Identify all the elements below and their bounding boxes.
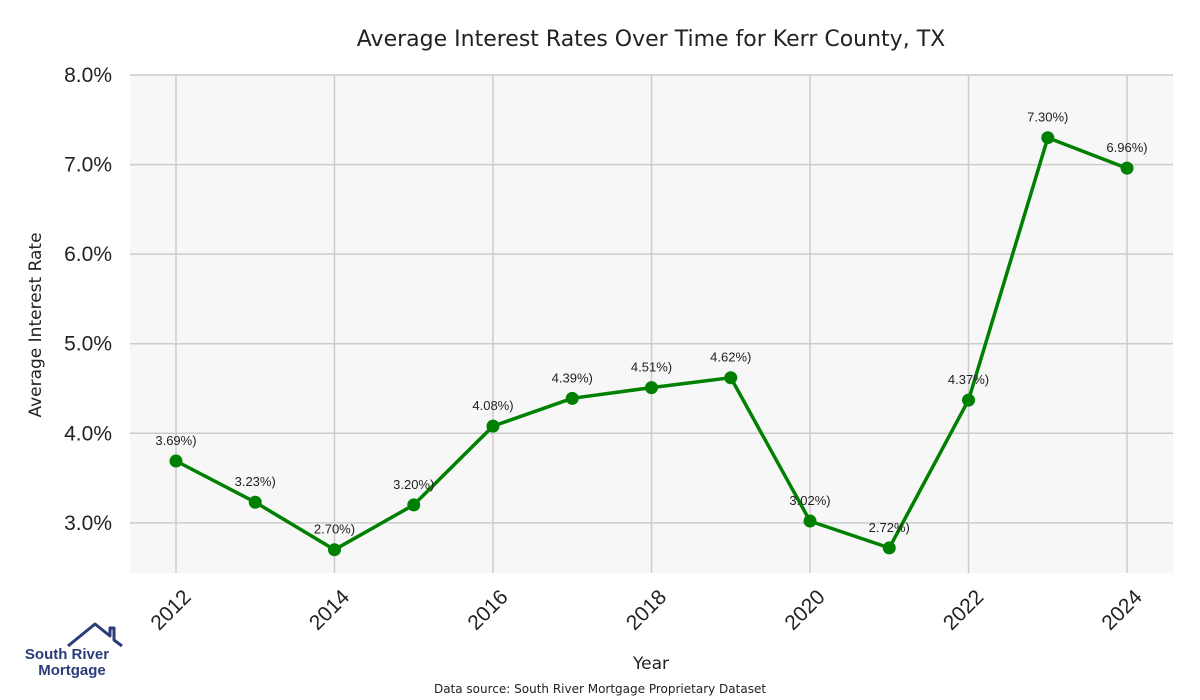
data-point	[882, 541, 896, 555]
brand-logo: South River Mortgage	[25, 622, 123, 679]
data-point	[962, 393, 976, 407]
data-point	[645, 381, 658, 395]
x-tick-label: 2020	[780, 585, 829, 634]
x-axis-title: Year	[632, 654, 669, 674]
data-label: 4.39%)	[552, 370, 593, 385]
y-tick-label: 6.0%	[64, 243, 112, 266]
data-label: 3.23%)	[235, 474, 276, 489]
x-tick-label: 2014	[305, 585, 355, 635]
y-tick-label: 7.0%	[64, 154, 112, 177]
data-source-note: Data source: South River Mortgage Propri…	[434, 682, 766, 696]
y-axis-ticks: 3.0% 4.0% 5.0% 6.0% 7.0% 8.0%	[64, 64, 112, 535]
data-point	[407, 498, 421, 512]
data-point	[1041, 131, 1055, 145]
data-point	[486, 419, 500, 433]
data-point	[1120, 161, 1134, 175]
x-tick-label: 2024	[1097, 585, 1147, 635]
house-roof-icon	[67, 622, 123, 648]
data-label: 7.30%)	[1027, 110, 1068, 125]
data-label: 6.96%)	[1106, 140, 1147, 155]
x-tick-label: 2012	[146, 585, 195, 634]
x-axis-ticks: 2012 2014 2016 2018 2020 2022 2024	[146, 585, 1147, 635]
data-label: 3.02%)	[789, 493, 830, 508]
x-tick-label: 2016	[463, 585, 512, 634]
chart-title: Average Interest Rates Over Time for Ker…	[357, 27, 945, 52]
y-tick-label: 8.0%	[64, 64, 112, 87]
data-label: 2.70%)	[314, 522, 355, 537]
data-labels: 3.69%) 3.23%) 2.70%) 3.20%) 4.08%) 4.39%) 4.51…	[155, 110, 1147, 537]
data-label: 2.72%)	[869, 520, 910, 535]
x-tick-label: 2022	[939, 585, 988, 634]
data-point	[803, 514, 817, 528]
data-point	[248, 495, 262, 509]
y-tick-label: 3.0%	[64, 512, 112, 535]
logo-text-line1: South River	[25, 646, 109, 663]
logo-text-line2: Mortgage	[38, 662, 106, 679]
x-tick-label: 2018	[622, 585, 671, 634]
data-label: 4.51%)	[631, 360, 672, 375]
grid-lines	[130, 74, 1173, 573]
data-label: 4.08%)	[472, 398, 513, 413]
y-axis-title: Average Interest Rate	[26, 232, 46, 417]
y-tick-label: 4.0%	[64, 422, 112, 445]
data-point	[169, 454, 183, 468]
data-point	[565, 391, 579, 405]
data-label: 4.62%)	[710, 350, 751, 365]
data-label: 3.69%)	[155, 433, 196, 448]
data-point	[724, 371, 738, 385]
data-label: 3.20%)	[393, 477, 434, 492]
data-point	[327, 543, 341, 557]
y-tick-label: 5.0%	[64, 333, 112, 356]
data-label: 4.37%)	[948, 372, 989, 387]
data-series	[169, 131, 1134, 557]
